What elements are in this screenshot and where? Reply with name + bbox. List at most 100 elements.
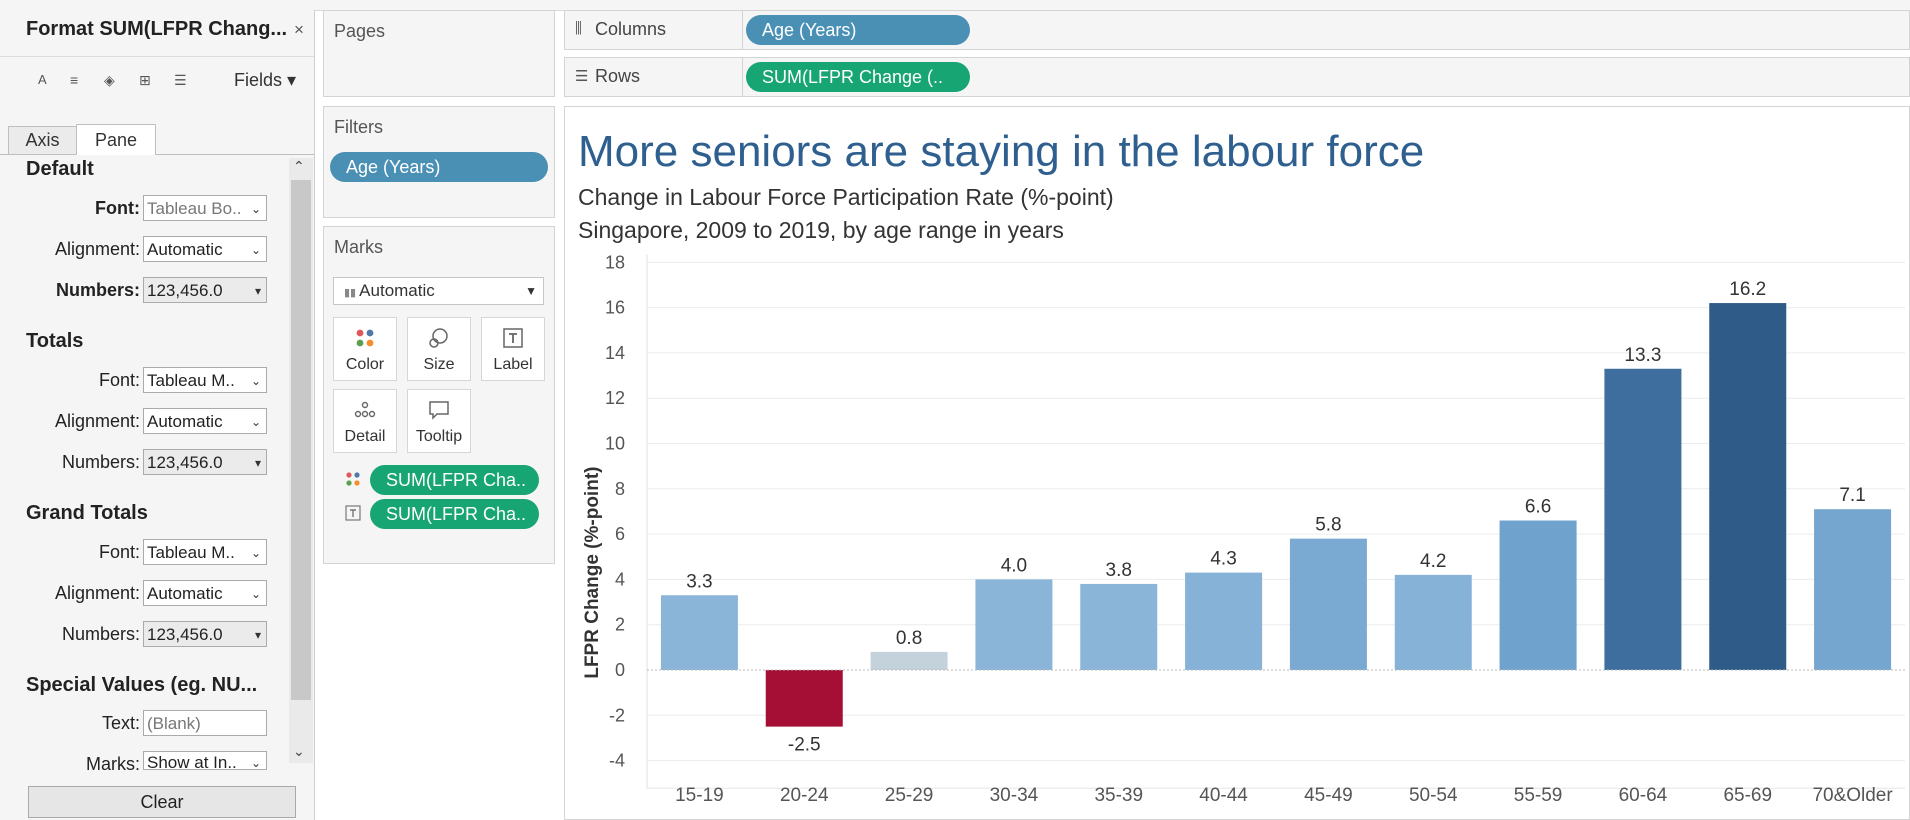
y-axis-title: LFPR Change (%-point) bbox=[582, 467, 603, 679]
data-label: 3.3 bbox=[686, 571, 712, 592]
y-tick-label: 2 bbox=[615, 615, 625, 635]
y-tick-label: 0 bbox=[615, 660, 625, 680]
scrollbar-thumb[interactable] bbox=[291, 180, 311, 700]
x-tick-label: 30-34 bbox=[990, 785, 1039, 806]
tooltip-icon bbox=[408, 398, 470, 428]
grand-totals-numbers-value: 123,456.0 bbox=[147, 625, 223, 644]
label-button[interactable]: Label bbox=[481, 317, 545, 381]
default-font-label: Font: bbox=[95, 198, 140, 218]
data-label: -2.5 bbox=[788, 735, 821, 756]
bar-chart[interactable]: -4 -2 0 2 4 6 8 10 12 14 16 18 LFPR Change (%-point)… bbox=[565, 107, 1909, 819]
rows-shelf[interactable]: ☰ Rows SUM(LFPR Change (.. bbox=[564, 57, 1910, 97]
marks-color-pill[interactable]: SUM(LFPR Cha.. bbox=[370, 465, 539, 495]
bar[interactable] bbox=[1499, 520, 1577, 670]
bar[interactable] bbox=[1289, 538, 1367, 670]
bar[interactable] bbox=[1604, 368, 1682, 670]
totals-numbers-select[interactable]: 123,456.0 ▾ bbox=[143, 449, 267, 475]
chevron-up-icon[interactable]: ⌃ bbox=[293, 158, 305, 174]
default-numbers-label: Numbers: bbox=[55, 280, 140, 300]
bar[interactable] bbox=[1709, 303, 1787, 670]
viz-area[interactable]: More seniors are staying in the labour f… bbox=[564, 106, 1910, 820]
totals-font-label: Font: bbox=[98, 370, 140, 390]
size-label: Size bbox=[423, 356, 455, 373]
bar[interactable] bbox=[870, 651, 948, 670]
bar[interactable] bbox=[660, 595, 738, 670]
columns-pill-age[interactable]: Age (Years) bbox=[746, 15, 970, 45]
format-pane-scrollbar[interactable]: ⌃ ⌄ bbox=[289, 158, 313, 763]
fields-dropdown[interactable]: Fields ▾ bbox=[234, 70, 297, 90]
y-tick-label: 4 bbox=[615, 569, 625, 589]
filter-pill-age[interactable]: Age (Years) bbox=[330, 152, 548, 182]
caret-down-icon: ▾ bbox=[254, 456, 261, 470]
x-tick-label: 50-54 bbox=[1409, 785, 1458, 806]
marks-title: Marks bbox=[334, 237, 383, 257]
bar[interactable] bbox=[765, 670, 843, 727]
special-marks-select[interactable]: Show at In.. ⌄ bbox=[143, 751, 267, 770]
clear-button[interactable]: Clear bbox=[28, 786, 296, 818]
data-label: 5.8 bbox=[1315, 515, 1341, 536]
alignment-tool-icon[interactable]: ≡ bbox=[70, 72, 79, 88]
pages-card[interactable]: Pages bbox=[323, 10, 555, 97]
section-default-heading: Default bbox=[26, 158, 94, 180]
color-label: Color bbox=[345, 356, 385, 373]
data-label: 0.8 bbox=[896, 628, 922, 649]
chevron-down-icon: ⌄ bbox=[250, 415, 261, 429]
section-special-values-heading: Special Values (eg. NU... bbox=[26, 674, 258, 696]
x-tick-label: 15-19 bbox=[675, 785, 724, 806]
default-font-select[interactable]: Tableau Bo.. ⌄ bbox=[143, 195, 267, 221]
tooltip-label: Tooltip bbox=[415, 428, 463, 445]
default-alignment-select[interactable]: Automatic ⌄ bbox=[143, 236, 267, 262]
y-tick-label: 12 bbox=[605, 388, 625, 408]
special-text-label: Text: bbox=[101, 713, 140, 733]
x-tick-label: 55-59 bbox=[1514, 785, 1563, 806]
mark-type-select[interactable]: ▮▮ Automatic ▼ bbox=[333, 277, 544, 305]
chevron-down-icon: ⌄ bbox=[250, 374, 261, 388]
chevron-down-icon[interactable]: ⌄ bbox=[293, 743, 305, 759]
tab-pane[interactable]: Pane bbox=[76, 124, 156, 155]
bar[interactable] bbox=[975, 579, 1053, 670]
totals-numbers-label: Numbers: bbox=[61, 452, 140, 472]
grand-totals-numbers-label: Numbers: bbox=[61, 624, 140, 644]
rows-pill-lfpr[interactable]: SUM(LFPR Change (.. bbox=[746, 62, 970, 92]
label-icon bbox=[482, 326, 544, 356]
columns-shelf[interactable]: ⫼ Columns Age (Years) bbox=[564, 10, 1910, 50]
filters-card[interactable]: Filters Age (Years) bbox=[323, 106, 555, 218]
tab-axis[interactable]: Axis bbox=[8, 126, 77, 154]
data-label: 4.3 bbox=[1210, 549, 1236, 570]
color-icon bbox=[334, 326, 396, 356]
special-text-input[interactable]: (Blank) bbox=[143, 710, 267, 736]
bar[interactable] bbox=[1185, 572, 1263, 670]
tooltip-button[interactable]: Tooltip bbox=[407, 389, 471, 453]
data-label: 4.2 bbox=[1420, 551, 1446, 572]
caret-down-icon: ▾ bbox=[254, 628, 261, 642]
bar[interactable] bbox=[1080, 583, 1158, 670]
totals-alignment-select[interactable]: Automatic ⌄ bbox=[143, 408, 267, 434]
totals-font-value: Tableau M.. bbox=[147, 371, 235, 390]
y-tick-label: -2 bbox=[609, 705, 625, 725]
shading-tool-icon[interactable]: ◈ bbox=[104, 72, 115, 88]
data-label: 3.8 bbox=[1106, 560, 1132, 581]
grand-totals-alignment-select[interactable]: Automatic ⌄ bbox=[143, 580, 267, 606]
pages-title: Pages bbox=[334, 21, 386, 41]
rows-icon: ☰ bbox=[575, 68, 589, 85]
grand-totals-numbers-select[interactable]: 123,456.0 ▾ bbox=[143, 621, 267, 647]
font-tool-icon[interactable]: A bbox=[38, 72, 47, 87]
columns-icon: ⫼ bbox=[575, 20, 582, 37]
borders-tool-icon[interactable]: ⊞ bbox=[139, 72, 151, 88]
totals-font-select[interactable]: Tableau M.. ⌄ bbox=[143, 367, 267, 393]
lines-tool-icon[interactable]: ☰ bbox=[174, 72, 187, 88]
bar[interactable] bbox=[1394, 574, 1472, 670]
viz-title: More seniors are staying in the labour f… bbox=[578, 127, 1425, 176]
marks-label-pill[interactable]: SUM(LFPR Cha.. bbox=[370, 499, 539, 529]
y-tick-label: 6 bbox=[615, 524, 625, 544]
detail-button[interactable]: Detail bbox=[333, 389, 397, 453]
grand-totals-font-label: Font: bbox=[98, 542, 140, 562]
grand-totals-font-select[interactable]: Tableau M.. ⌄ bbox=[143, 539, 267, 565]
bar[interactable] bbox=[1814, 509, 1892, 670]
color-button[interactable]: Color bbox=[333, 317, 397, 381]
chevron-down-icon: ⌄ bbox=[250, 243, 261, 257]
default-numbers-select[interactable]: 123,456.0 ▾ bbox=[143, 277, 267, 303]
y-tick-label: -4 bbox=[609, 751, 625, 771]
close-icon[interactable]: × bbox=[294, 20, 304, 39]
size-button[interactable]: Size bbox=[407, 317, 471, 381]
